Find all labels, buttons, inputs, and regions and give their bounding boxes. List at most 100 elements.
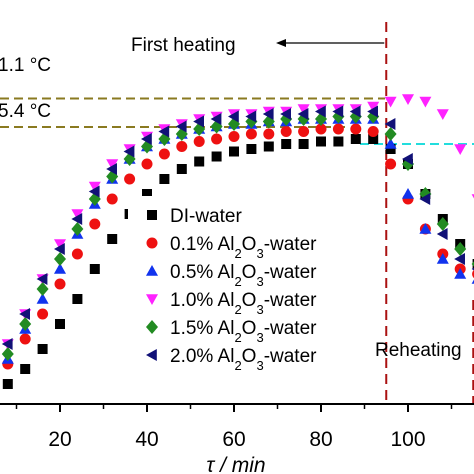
data-point-s0 <box>194 156 205 167</box>
data-point-s0 <box>176 164 187 174</box>
legend-marker-0 <box>147 210 157 220</box>
legend-marker-3 <box>146 294 158 305</box>
data-point-s4 <box>384 127 397 141</box>
data-point-s0 <box>246 144 257 154</box>
x-axis-ticks: 20406080100120 <box>15 404 453 451</box>
data-point-s3 <box>436 109 449 120</box>
data-point-s1 <box>228 131 240 142</box>
data-point-s0 <box>211 151 222 162</box>
data-point-s3 <box>71 209 84 220</box>
annotation-temp-high: 1.1 °C <box>0 55 51 76</box>
data-point-s0 <box>107 234 118 244</box>
data-point-s3 <box>88 181 101 193</box>
data-point-s5 <box>54 243 65 255</box>
data-point-s1 <box>280 126 292 137</box>
data-point-s1 <box>158 148 170 160</box>
data-point-s0 <box>229 146 239 157</box>
data-point-s0 <box>263 141 274 152</box>
legend-background <box>128 196 362 408</box>
data-point-s2 <box>384 138 397 149</box>
data-point-s0 <box>350 134 361 144</box>
data-point-s3 <box>54 239 66 250</box>
data-point-s5 <box>436 228 448 240</box>
data-point-s0 <box>316 136 326 147</box>
data-point-s1 <box>37 308 49 320</box>
data-point-s1 <box>124 173 136 185</box>
data-point-s0 <box>89 264 100 274</box>
data-point-s5 <box>384 118 396 130</box>
data-point-s0 <box>159 174 170 184</box>
data-point-s5 <box>175 120 187 133</box>
data-point-s5 <box>402 153 413 165</box>
data-point-s0 <box>20 364 31 374</box>
data-point-s1 <box>350 123 362 135</box>
data-point-s2 <box>54 263 66 274</box>
data-point-s5 <box>228 110 239 123</box>
data-point-s5 <box>262 108 274 120</box>
data-point-s5 <box>454 253 465 265</box>
legend-marker-2 <box>146 265 158 276</box>
first-heating-arrowhead <box>276 39 286 47</box>
data-point-s5 <box>158 125 170 138</box>
data-point-s4 <box>71 222 84 236</box>
data-point-s1 <box>176 141 188 152</box>
x-axis-label: τ / min <box>206 454 265 474</box>
legend-marker-5 <box>146 349 157 361</box>
data-point-s5 <box>332 105 344 118</box>
data-point-s5 <box>1 338 13 350</box>
data-point-s1 <box>367 126 379 137</box>
data-point-s1 <box>89 218 101 230</box>
data-point-s1 <box>245 128 257 140</box>
data-point-s0 <box>333 136 344 147</box>
data-point-s5 <box>71 213 83 225</box>
data-point-s2 <box>36 293 49 304</box>
data-markers <box>1 94 474 389</box>
data-point-s5 <box>193 115 204 128</box>
data-point-s5 <box>210 113 222 125</box>
data-point-s5 <box>19 308 30 320</box>
annotation-temp-low: 5.4 °C <box>0 101 51 122</box>
data-point-s1 <box>19 333 31 345</box>
legend-label-0: DI-water <box>170 206 242 227</box>
data-point-s3 <box>297 104 310 115</box>
legend-marker-4 <box>146 320 158 334</box>
x-tick-label-80: 80 <box>309 428 332 451</box>
data-point-s0 <box>298 139 309 149</box>
data-point-s3 <box>402 94 414 105</box>
data-point-s5 <box>471 267 474 271</box>
data-point-s4 <box>1 347 14 361</box>
x-tick-label-100: 100 <box>390 428 425 451</box>
data-point-s2 <box>419 223 432 234</box>
data-point-s0 <box>2 379 13 389</box>
data-point-s1 <box>298 126 310 137</box>
data-point-s5 <box>297 108 309 120</box>
data-point-s0 <box>37 344 48 354</box>
x-tick-label-40: 40 <box>135 428 158 451</box>
data-point-s5 <box>367 105 378 118</box>
data-point-s0 <box>142 189 152 199</box>
data-point-s5 <box>419 193 431 205</box>
data-point-s4 <box>36 282 49 296</box>
annotation-reheating: Reheating <box>375 340 462 361</box>
data-point-s1 <box>193 136 205 147</box>
data-point-s0 <box>281 139 292 149</box>
x-tick-label-60: 60 <box>222 428 245 451</box>
data-point-s0 <box>55 319 65 329</box>
data-point-s3 <box>367 101 380 113</box>
data-point-s1 <box>315 123 327 135</box>
data-point-s5 <box>36 273 48 285</box>
data-point-s3 <box>471 194 474 199</box>
data-point-s0 <box>368 134 379 144</box>
data-point-s5 <box>315 105 326 118</box>
data-point-s5 <box>141 133 152 145</box>
data-point-s4 <box>54 252 66 266</box>
x-tick-label-20: 20 <box>48 428 71 451</box>
data-point-s5 <box>106 163 117 175</box>
data-point-s0 <box>385 144 396 154</box>
data-point-s5 <box>88 185 100 198</box>
legend-marker-1 <box>146 237 158 249</box>
data-point-s1 <box>106 193 118 205</box>
data-point-s2 <box>402 188 414 199</box>
